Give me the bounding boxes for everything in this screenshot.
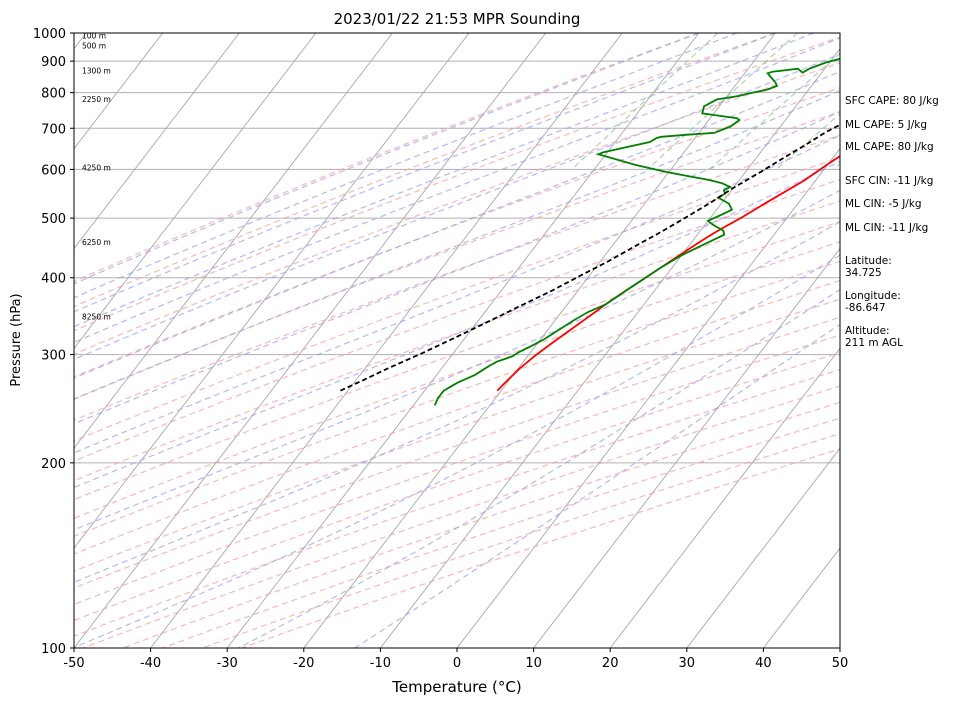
dry-adiabat [74, 111, 840, 400]
y-tick-label: 300 [41, 349, 66, 364]
sounding-traces [339, 57, 840, 406]
isotherm--20 [303, 33, 776, 648]
mixing-ratio-lines [571, 33, 840, 170]
y-tick-label: 900 [41, 55, 66, 70]
isotherm--90 [74, 33, 240, 250]
dry-adiabat [74, 36, 840, 332]
moist-adiabat [74, 134, 840, 454]
mixing-ratio-line [775, 112, 840, 170]
dry-adiabat [74, 156, 840, 442]
longitude-readout: Longitude: -86.647 [845, 290, 901, 314]
height-label: 8250 m [82, 313, 111, 322]
ml-cin-1: ML CIN: -5 J/kg [845, 198, 922, 210]
dry-adiabat [74, 351, 840, 622]
y-tick-label: 1000 [33, 27, 66, 42]
isotherm-30 [686, 447, 840, 648]
x-tick-label: -10 [370, 656, 391, 671]
x-tick-label: 50 [832, 656, 849, 671]
isotherm--30 [226, 33, 700, 648]
temperature-trace [496, 154, 840, 392]
x-tick-label: -50 [63, 656, 84, 671]
dry-adiabat [74, 33, 776, 308]
moist-adiabat [74, 33, 700, 285]
y-tick-label: 600 [41, 163, 66, 178]
dry-adiabat [74, 178, 840, 462]
y-axis-ticks: 100 200 300 400 500 600 700 800 900 1000 [33, 27, 74, 657]
mixing-ratio-line [709, 52, 840, 170]
dry-adiabat [74, 62, 840, 355]
mixing-ratio-line [647, 33, 798, 170]
moist-adiabat [74, 33, 815, 328]
height-label: 500 m [82, 42, 106, 51]
dry-adiabat [74, 279, 840, 555]
y-tick-label: 400 [41, 272, 66, 287]
height-label: 100 m [82, 32, 106, 41]
moist-adiabat [74, 33, 776, 313]
x-tick-label: 10 [525, 656, 542, 671]
x-tick-label: -40 [140, 656, 161, 671]
x-tick-label: 40 [755, 656, 772, 671]
sfc-cape: SFC CAPE: 80 J/kg [845, 95, 939, 107]
ml-cape-1: ML CAPE: 5 J/kg [845, 119, 928, 131]
isotherm-0 [456, 147, 840, 648]
moist-adiabat [74, 160, 840, 489]
dry-adiabat [74, 134, 840, 421]
moist-adiabat [74, 254, 840, 648]
moist-adiabat [74, 37, 840, 344]
isotherm-20 [609, 347, 840, 648]
height-label: 4250 m [82, 164, 111, 173]
isotherm--80 [74, 33, 317, 350]
dry-adiabat [74, 220, 840, 501]
moist-adiabat [74, 220, 840, 583]
y-tick-label: 700 [41, 122, 66, 137]
mixing-ratio-line [571, 33, 719, 170]
y-tick-label: 800 [41, 87, 66, 102]
x-axis-label: Temperature (°C) [391, 678, 521, 696]
x-tick-label: -20 [293, 656, 314, 671]
isotherm--60 [74, 33, 470, 549]
isotherm--10 [380, 48, 840, 648]
height-label: 2250 m [82, 95, 111, 104]
x-tick-label: 30 [679, 656, 696, 671]
ml-cape-2: ML CAPE: 80 J/kg [845, 141, 934, 153]
moist-adiabat [74, 53, 840, 361]
altitude-readout: Altitude: 211 m AGL [845, 325, 903, 349]
moist-adiabat [237, 288, 840, 648]
y-tick-label: 500 [41, 212, 66, 227]
y-tick-label: 200 [41, 457, 66, 472]
isotherm--50 [74, 33, 547, 648]
moist-adiabat [354, 323, 840, 648]
x-tick-label: -30 [217, 656, 238, 671]
dry-adiabat [122, 401, 840, 648]
x-tick-label: 0 [453, 656, 461, 671]
dry-adiabat [74, 316, 840, 589]
y-tick-label: 100 [41, 642, 66, 657]
dry-adiabats [74, 33, 840, 648]
dry-adiabat [74, 33, 700, 283]
sfc-cin: SFC CIN: -11 J/kg [845, 175, 934, 187]
x-tick-label: 20 [602, 656, 619, 671]
ml-cin-2: ML CIN: -11 J/kg [845, 222, 929, 234]
moist-adiabat [74, 33, 738, 299]
height-label: 1300 m [82, 66, 111, 75]
isotherm--40 [150, 33, 623, 648]
latitude-readout: Latitude: 34.725 [845, 255, 892, 279]
moist-adiabat [74, 189, 840, 531]
height-label: 6250 m [82, 238, 111, 247]
isotherm--100 [74, 33, 164, 150]
isobar-grid [74, 33, 840, 648]
isotherm--70 [74, 33, 393, 450]
y-axis-label: Pressure (hPa) [9, 293, 24, 386]
moist-adiabats [74, 33, 840, 648]
dry-adiabat [74, 368, 840, 637]
moist-adiabat [74, 110, 840, 425]
dry-adiabat [74, 260, 840, 538]
plot-frame [73, 32, 841, 649]
x-axis-ticks: -50 -40 -30 -20 -10 0 10 20 30 40 50 [63, 648, 848, 671]
chart-title: 2023/01/22 21:53 MPR Sounding [334, 10, 581, 28]
moist-adiabat [74, 70, 840, 379]
dewpoint-trace [433, 57, 840, 406]
